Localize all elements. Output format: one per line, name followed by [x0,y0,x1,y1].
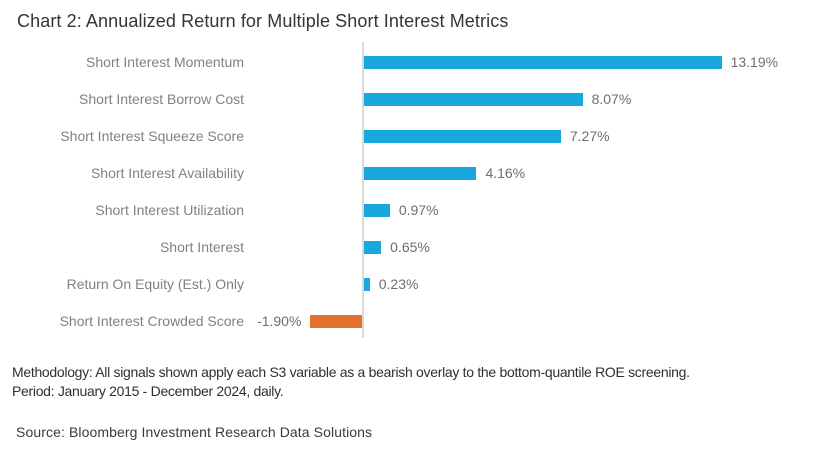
value-label: 7.27% [569,127,610,144]
bar-row: Return On Equity (Est.) Only 0.23% [0,266,815,303]
bar-negative [310,314,362,328]
category-label: Short Interest Squeeze Score [60,127,244,144]
zero-axis-line [362,42,364,338]
bar-row: Short Interest Crowded Score -1.90% [0,303,815,340]
bar-positive [363,55,722,69]
category-label: Short Interest [159,238,244,255]
category-label: Short Interest Borrow Cost [79,90,244,107]
value-label: 0.97% [398,201,439,218]
bar-row: Short Interest 0.65% [0,229,815,266]
category-label: Short Interest Momentum [86,53,244,70]
category-label: Short Interest Crowded Score [59,312,244,329]
category-label: Short Interest Utilization [95,201,244,218]
value-label: 0.65% [390,238,430,255]
bar-positive [363,203,390,217]
bar-positive [363,277,370,291]
value-label: 0.23% [378,275,419,292]
bar-row: Short Interest Availability 4.16% [0,155,815,192]
methodology-line-1: Methodology: All signals shown apply eac… [12,364,690,380]
bar-positive [363,92,583,106]
bar-row: Short Interest Utilization 0.97% [0,192,815,229]
bar-row: Short Interest Momentum 13.19% [0,44,815,81]
value-label: 13.19% [730,53,779,70]
bar-positive [363,240,382,254]
methodology-line-2: Period: January 2015 - December 2024, da… [12,382,284,399]
category-label: Return On Equity (Est.) Only [66,275,244,292]
bar-positive [363,129,561,143]
bar-row: Short Interest Borrow Cost 8.07% [0,81,815,118]
value-label: 8.07% [591,90,632,107]
category-label: Short Interest Availability [90,164,244,181]
source-text: Source: Bloomberg Investment Research Da… [16,424,373,440]
bar-row: Short Interest Squeeze Score 7.27% [0,118,815,155]
value-label: 4.16% [485,164,526,181]
methodology-text: Methodology: All signals shown apply eac… [12,363,690,400]
plot-area: Short Interest Momentum 13.19% Short Inter… [0,42,815,340]
bar-positive [363,166,477,180]
chart-title: Chart 2: Annualized Return for Multiple … [17,11,509,31]
value-label: -1.90% [257,312,302,329]
